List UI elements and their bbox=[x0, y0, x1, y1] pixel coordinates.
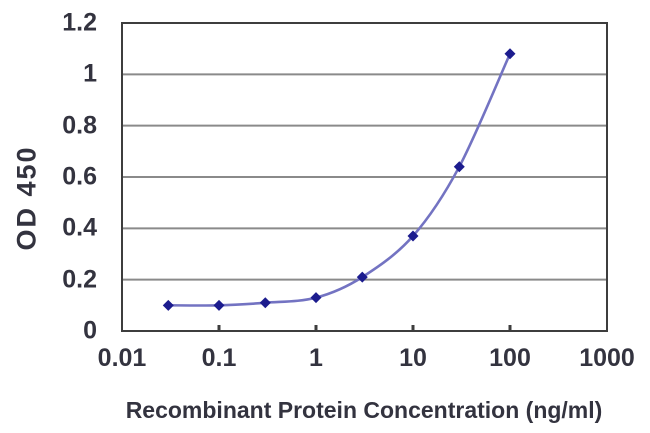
data-point-marker bbox=[213, 299, 225, 311]
plot-frame bbox=[121, 22, 608, 332]
data-point-marker bbox=[407, 230, 419, 242]
x-axis-title: Recombinant Protein Concentration (ng/ml… bbox=[125, 397, 603, 423]
series-curve bbox=[167, 52, 512, 307]
data-point-marker bbox=[453, 161, 465, 173]
data-point-marker bbox=[310, 292, 322, 304]
data-point-marker bbox=[259, 297, 271, 309]
y-tick-label: 1.2 bbox=[62, 8, 97, 37]
x-tick-label: 1000 bbox=[579, 344, 635, 372]
x-tick-label: 100 bbox=[489, 344, 531, 372]
x-tick-label: 0.1 bbox=[201, 344, 237, 372]
y-tick-label: 1 bbox=[83, 59, 97, 88]
y-tick-label: 0 bbox=[83, 316, 97, 345]
x-tick-label: 10 bbox=[399, 344, 427, 372]
x-tick-label: 0.01 bbox=[97, 344, 147, 372]
data-point-marker bbox=[162, 299, 174, 311]
y-tick-label: 0.8 bbox=[62, 111, 97, 140]
data-point-marker bbox=[504, 48, 516, 60]
x-tick-label: 1 bbox=[309, 344, 323, 372]
y-tick-label: 0.2 bbox=[62, 265, 97, 294]
y-tick-label: 0.4 bbox=[62, 213, 97, 242]
data-point-marker bbox=[356, 271, 368, 283]
y-tick-label: 0.6 bbox=[62, 162, 97, 191]
